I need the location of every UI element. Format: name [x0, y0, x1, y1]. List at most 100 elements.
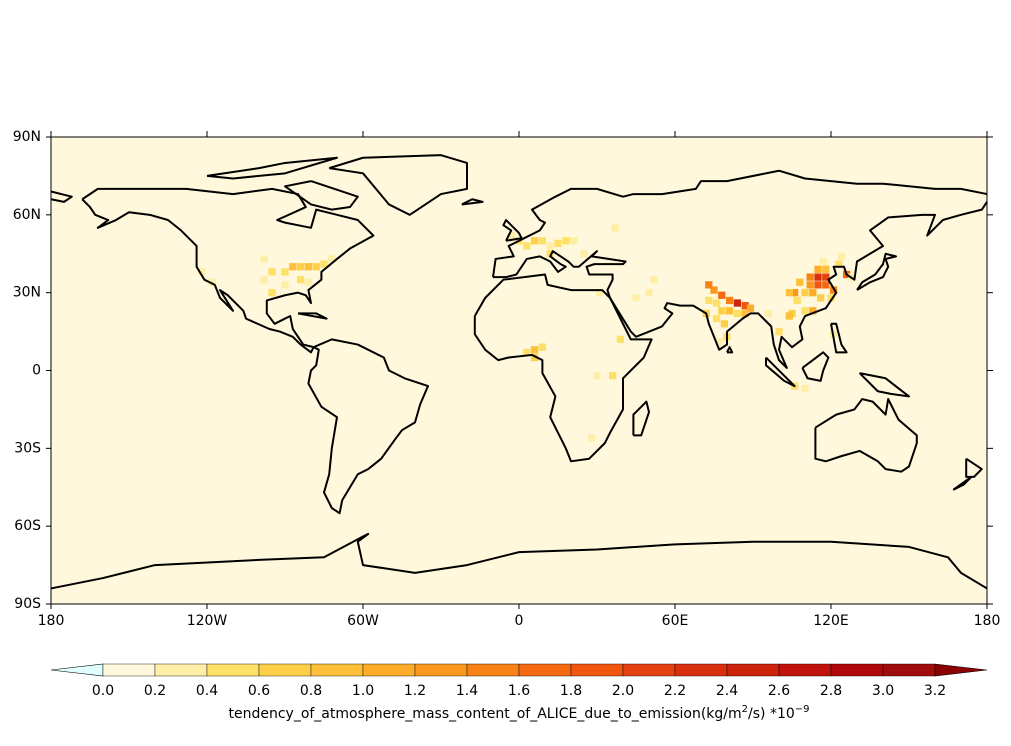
map-background	[51, 137, 987, 604]
emission-cell	[523, 242, 531, 250]
emission-cell	[538, 237, 547, 245]
emission-cell	[296, 263, 305, 271]
emission-cell	[580, 250, 588, 258]
colorbar-segment	[258, 663, 312, 677]
emission-cell	[827, 294, 835, 302]
emission-cell	[814, 281, 822, 289]
emission-cell	[809, 307, 817, 315]
y-tick-label: 90N	[13, 129, 41, 145]
emission-cell	[814, 265, 822, 273]
emission-cell	[837, 252, 846, 260]
coastline	[801, 351, 830, 382]
emission-cell	[793, 296, 801, 305]
coastlines	[50, 154, 988, 590]
emission-cell	[546, 242, 554, 250]
emission-cell	[650, 276, 658, 284]
emission-cell	[304, 263, 313, 271]
emission-cell	[712, 299, 721, 307]
emission-cell	[645, 289, 653, 297]
emission-cell	[816, 294, 825, 302]
emission-cell	[775, 327, 783, 336]
colorbar-tick-label: 2.8	[820, 683, 842, 699]
colorbar-segment	[830, 663, 884, 677]
coastline	[492, 169, 988, 278]
coastline	[765, 356, 796, 388]
emission-cell	[801, 307, 809, 315]
coastline	[50, 190, 73, 203]
emission-cell	[785, 289, 794, 297]
label-part: /s) *10	[748, 706, 795, 722]
emission-cell	[268, 289, 276, 297]
colorbar-segment	[310, 663, 364, 677]
emission-cell	[720, 320, 729, 328]
coastline	[726, 346, 734, 354]
emission-cell	[608, 372, 617, 380]
emission-cell	[260, 276, 268, 284]
emission-cell	[718, 291, 726, 299]
emission-cell	[554, 239, 562, 248]
emission-cell	[806, 273, 814, 281]
coastline	[206, 156, 338, 180]
emission-cell	[595, 289, 604, 297]
emission-cell	[801, 385, 809, 393]
coastline	[493, 201, 988, 369]
emission-cell	[746, 304, 755, 312]
colorbar-tick-label: 1.2	[404, 683, 426, 699]
colorbar-tick-label: 0.6	[248, 683, 270, 699]
emission-cell	[296, 276, 305, 284]
colorbar-under	[50, 663, 104, 677]
colorbar-tick-label: 2.2	[664, 683, 686, 699]
emission-cell	[304, 278, 313, 286]
colorbar-tick-label: 0.0	[92, 683, 114, 699]
emission-cell	[593, 372, 601, 380]
emission-cell	[289, 263, 297, 271]
emission-cell	[281, 281, 289, 289]
colorbar-tick-label: 2.4	[716, 683, 738, 699]
y-tick-label: 60S	[14, 518, 41, 534]
y-tick-label: 30S	[14, 440, 41, 456]
emission-cell	[208, 278, 216, 286]
emission-cell	[705, 296, 713, 305]
emission-cell	[741, 309, 749, 318]
coastline	[632, 400, 650, 437]
colorbar-segment	[102, 663, 156, 677]
emission-cell	[819, 257, 827, 266]
emission-cell	[785, 312, 794, 320]
colorbar-tick-label: 2.0	[612, 683, 634, 699]
emission-cell	[260, 255, 268, 263]
x-tick-label: 0	[515, 613, 524, 629]
emission-cell	[546, 250, 554, 258]
emission-cell	[733, 299, 742, 307]
emission-cell	[725, 307, 734, 315]
label-sup: 2	[742, 704, 748, 715]
emission-cell	[281, 268, 289, 276]
emission-cell	[809, 289, 817, 297]
emission-cell	[733, 309, 742, 318]
coastline	[461, 198, 484, 206]
emission-cell	[822, 281, 830, 289]
emission-cell	[822, 265, 830, 273]
colorbar-tick-label: 1.4	[456, 683, 478, 699]
y-tick-label: 90S	[14, 596, 41, 612]
emission-cell	[530, 237, 539, 245]
emission-cell	[312, 263, 320, 271]
emission-cell	[822, 273, 830, 281]
coastline	[81, 187, 375, 354]
emission-cell	[198, 268, 206, 276]
coastline	[307, 338, 429, 515]
x-tick-label: 120W	[187, 613, 228, 629]
coastline	[858, 372, 910, 398]
coastline	[830, 322, 848, 354]
emission-cell	[710, 286, 718, 294]
coastline	[856, 252, 897, 291]
emission-cell	[835, 260, 843, 268]
emission-cell	[328, 255, 336, 263]
coastline	[284, 180, 359, 211]
colorbar-segment	[570, 663, 624, 677]
colorbar-segment	[466, 663, 520, 677]
colorbar-tick-label: 0.2	[144, 683, 166, 699]
emission-cell	[530, 346, 539, 354]
label-part: tendency_of_atmosphere_mass_content_of_A…	[228, 706, 741, 722]
